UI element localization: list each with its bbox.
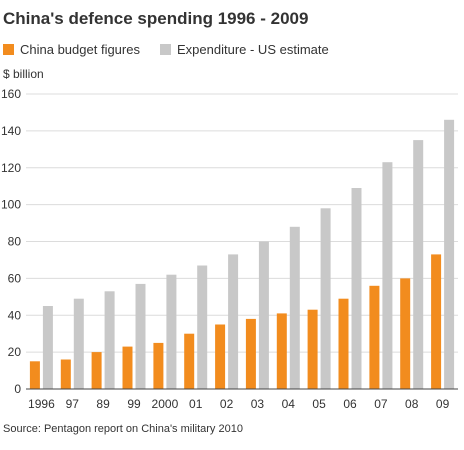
bar-us-estimate-2000 (166, 274, 177, 389)
y-tick-label: 160 (1, 87, 21, 101)
bar-us-estimate-97 (73, 298, 84, 389)
bar-us-estimate-1996 (42, 306, 53, 389)
x-tick-label: 99 (127, 397, 141, 411)
x-tick-label: 08 (405, 397, 419, 411)
y-tick-label: 100 (1, 198, 21, 212)
bar-china-budget-04 (276, 313, 287, 389)
x-tick-label: 03 (251, 397, 265, 411)
x-tick-label: 07 (374, 397, 388, 411)
bar-us-estimate-09 (444, 119, 455, 390)
legend-label-china-budget: China budget figures (20, 42, 140, 57)
bar-us-estimate-89 (104, 291, 115, 389)
bar-china-budget-89 (91, 352, 102, 389)
x-tick-label: 04 (282, 397, 296, 411)
x-tick-label: 02 (220, 397, 234, 411)
x-tick-label: 97 (66, 397, 80, 411)
legend-swatch-china-budget (3, 44, 14, 55)
bars (29, 119, 455, 390)
bar-us-estimate-04 (289, 226, 300, 390)
bar-us-estimate-02 (228, 254, 239, 389)
bar-china-budget-97 (60, 359, 71, 389)
bar-us-estimate-05 (320, 208, 331, 389)
y-axis-unit-label: $ billion (3, 67, 44, 81)
source-note: Source: Pentagon report on China's milit… (3, 423, 243, 435)
x-tick-label: 89 (96, 397, 110, 411)
legend-swatch-us-estimate (160, 44, 171, 55)
y-tick-label: 0 (14, 382, 21, 396)
y-tick-label: 20 (8, 345, 22, 359)
x-axis-ticks: 1996 97 89 99 2000 01 02 03 04 05 06 07 08 09 (28, 397, 450, 411)
x-tick-label: 06 (343, 397, 357, 411)
legend-label-us-estimate: Expenditure - US estimate (177, 42, 329, 57)
x-tick-label: 1996 (28, 397, 55, 411)
bar-us-estimate-08 (413, 140, 424, 389)
x-tick-label: 09 (436, 397, 450, 411)
legend: China budget figures Expenditure - US es… (3, 42, 329, 57)
bar-us-estimate-03 (258, 241, 269, 389)
bar-china-budget-2000 (153, 342, 164, 389)
bar-china-budget-08 (400, 278, 411, 389)
chart-title: China's defence spending 1996 - 2009 (3, 9, 308, 28)
bar-china-budget-03 (245, 318, 256, 389)
bar-china-budget-09 (431, 254, 442, 389)
bar-china-budget-06 (338, 298, 349, 389)
bar-china-budget-07 (369, 285, 380, 390)
bar-us-estimate-99 (135, 283, 146, 389)
gridlines (26, 93, 458, 353)
y-axis-ticks: 0 20 40 60 80 100 120 140 160 (1, 87, 21, 396)
bar-china-budget-99 (122, 346, 133, 389)
y-tick-label: 120 (1, 161, 21, 175)
y-tick-label: 60 (8, 271, 22, 285)
x-tick-label: 01 (189, 397, 203, 411)
x-tick-label: 05 (312, 397, 326, 411)
bar-china-budget-02 (215, 324, 226, 389)
x-tick-label: 2000 (152, 397, 179, 411)
bar-us-estimate-07 (382, 162, 393, 389)
y-tick-label: 80 (8, 235, 22, 249)
bar-china-budget-01 (184, 333, 195, 389)
y-tick-label: 140 (1, 124, 21, 138)
y-tick-label: 40 (8, 308, 22, 322)
bar-china-budget-05 (307, 309, 318, 389)
bar-china-budget-1996 (29, 361, 40, 389)
bar-us-estimate-01 (197, 265, 208, 389)
bar-us-estimate-06 (351, 188, 362, 389)
